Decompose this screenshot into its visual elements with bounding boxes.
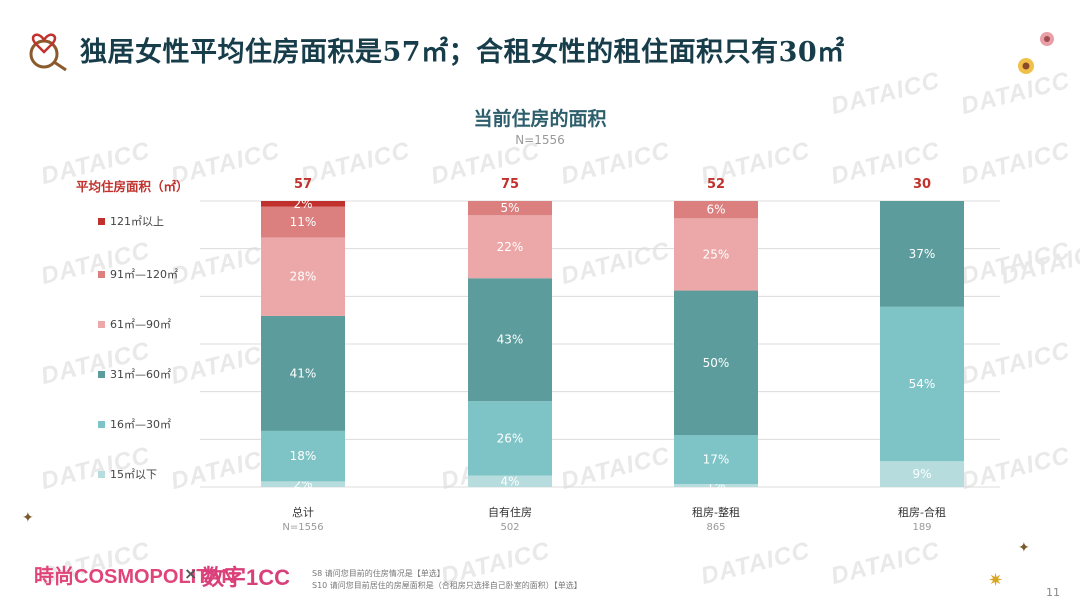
legend-item: 61㎡—90㎡ — [98, 316, 171, 332]
data-label: 28% — [290, 270, 317, 284]
average-value: 75 — [501, 177, 519, 192]
chart-subtitle: N=1556 — [515, 133, 565, 147]
legend-item: 91㎡—120㎡ — [98, 266, 178, 282]
star-icon: ✷ — [988, 570, 1004, 591]
bar-segment — [261, 481, 345, 487]
data-label: 5% — [500, 201, 519, 215]
data-label: 4% — [500, 474, 519, 488]
bar-segment — [674, 201, 758, 219]
heart-key-icon — [29, 33, 67, 72]
category-n: 502 — [500, 522, 519, 533]
legend-label: 31㎡—60㎡ — [110, 368, 171, 381]
data-label: 6% — [706, 203, 725, 217]
data-label: 50% — [703, 356, 730, 370]
category-label: 租房-合租 — [898, 505, 946, 519]
legend-label: 16㎡—30㎡ — [110, 418, 171, 431]
bar-segment — [880, 461, 964, 487]
bar-segment — [261, 206, 345, 238]
legend-swatch — [98, 320, 105, 328]
legend-swatch — [98, 270, 105, 278]
legend-swatch — [98, 370, 105, 378]
bar-segment — [674, 435, 758, 485]
bar-segment — [880, 306, 964, 462]
category-n: 189 — [912, 522, 931, 533]
bar-segment — [468, 201, 552, 216]
average-value: 57 — [294, 177, 312, 192]
page-number: 11 — [1046, 586, 1060, 599]
category-label: 租房-整租 — [692, 505, 740, 519]
page-title: 独居女性平均住房面积是57㎡；合租女性的租住面积只有30㎡ — [80, 37, 845, 68]
category-n: N=1556 — [282, 522, 323, 533]
data-label: 11% — [290, 215, 317, 229]
legend-item: 16㎡—30㎡ — [98, 416, 171, 432]
data-label: 41% — [290, 366, 317, 380]
bar-segment — [674, 484, 758, 487]
legend-item: 121㎡以上 — [98, 213, 164, 229]
bar-segment — [468, 401, 552, 476]
bar-segment — [468, 215, 552, 279]
bar-segment — [674, 290, 758, 435]
data-label: 22% — [497, 240, 524, 254]
bar-segment — [468, 278, 552, 402]
bar-segment — [261, 201, 345, 207]
legend-item: 31㎡—60㎡ — [98, 366, 171, 382]
legend-label: 15㎡以下 — [110, 468, 157, 481]
data-label: 17% — [703, 453, 730, 467]
sparkle-icon: ✦ — [22, 510, 34, 526]
average-value: 52 — [707, 177, 725, 192]
survey-note-1: S8 请问您目前的住房情况是【单选】 — [312, 569, 445, 578]
shuzi-logo: 数字1CC — [202, 565, 291, 590]
bar-segment — [674, 218, 758, 291]
sparkle-icon-2: ✦ — [1018, 540, 1030, 556]
legend-label: 61㎡—90㎡ — [110, 318, 171, 331]
collab-times: × — [184, 564, 198, 583]
legend-item: 15㎡以下 — [98, 466, 157, 482]
survey-note-2: S10 请问您目前居住的房屋面积是（合租房只选择自己卧室的面积）【单选】 — [312, 581, 582, 590]
category-n: 865 — [706, 522, 725, 533]
data-label: 43% — [497, 333, 524, 347]
data-label: 25% — [703, 247, 730, 261]
flower-icon-2 — [1018, 58, 1034, 74]
data-label: 54% — [909, 377, 936, 391]
legend-swatch — [98, 420, 105, 428]
data-label: 18% — [290, 449, 317, 463]
category-label: 总计 — [292, 505, 314, 519]
bar-segment — [261, 315, 345, 431]
legend-swatch — [98, 217, 105, 225]
survey-notes: S8 请问您目前的住房情况是【单选】 S10 请问您目前居住的房屋面积是（合租房… — [312, 568, 582, 592]
bar-segment — [261, 237, 345, 316]
category-label: 自有住房 — [488, 505, 532, 519]
legend-label: 121㎡以上 — [110, 215, 164, 228]
data-label: 26% — [497, 431, 524, 445]
legend-label: 91㎡—120㎡ — [110, 268, 178, 281]
bar-segment — [468, 475, 552, 487]
bar-segment — [880, 201, 964, 307]
average-area-label: 平均住房面积（㎡） — [76, 179, 189, 194]
chart-title: 当前住房的面积 — [473, 108, 607, 130]
cosmopolitan-logo: 時尚COSMOPOLITAN — [34, 566, 236, 588]
flower-icon — [1040, 32, 1054, 46]
legend-swatch — [98, 470, 105, 478]
average-value: 30 — [913, 177, 931, 192]
data-label: 9% — [912, 467, 931, 481]
data-label: 2% — [293, 197, 312, 211]
data-label: 37% — [909, 247, 936, 261]
bar-segment — [261, 430, 345, 482]
